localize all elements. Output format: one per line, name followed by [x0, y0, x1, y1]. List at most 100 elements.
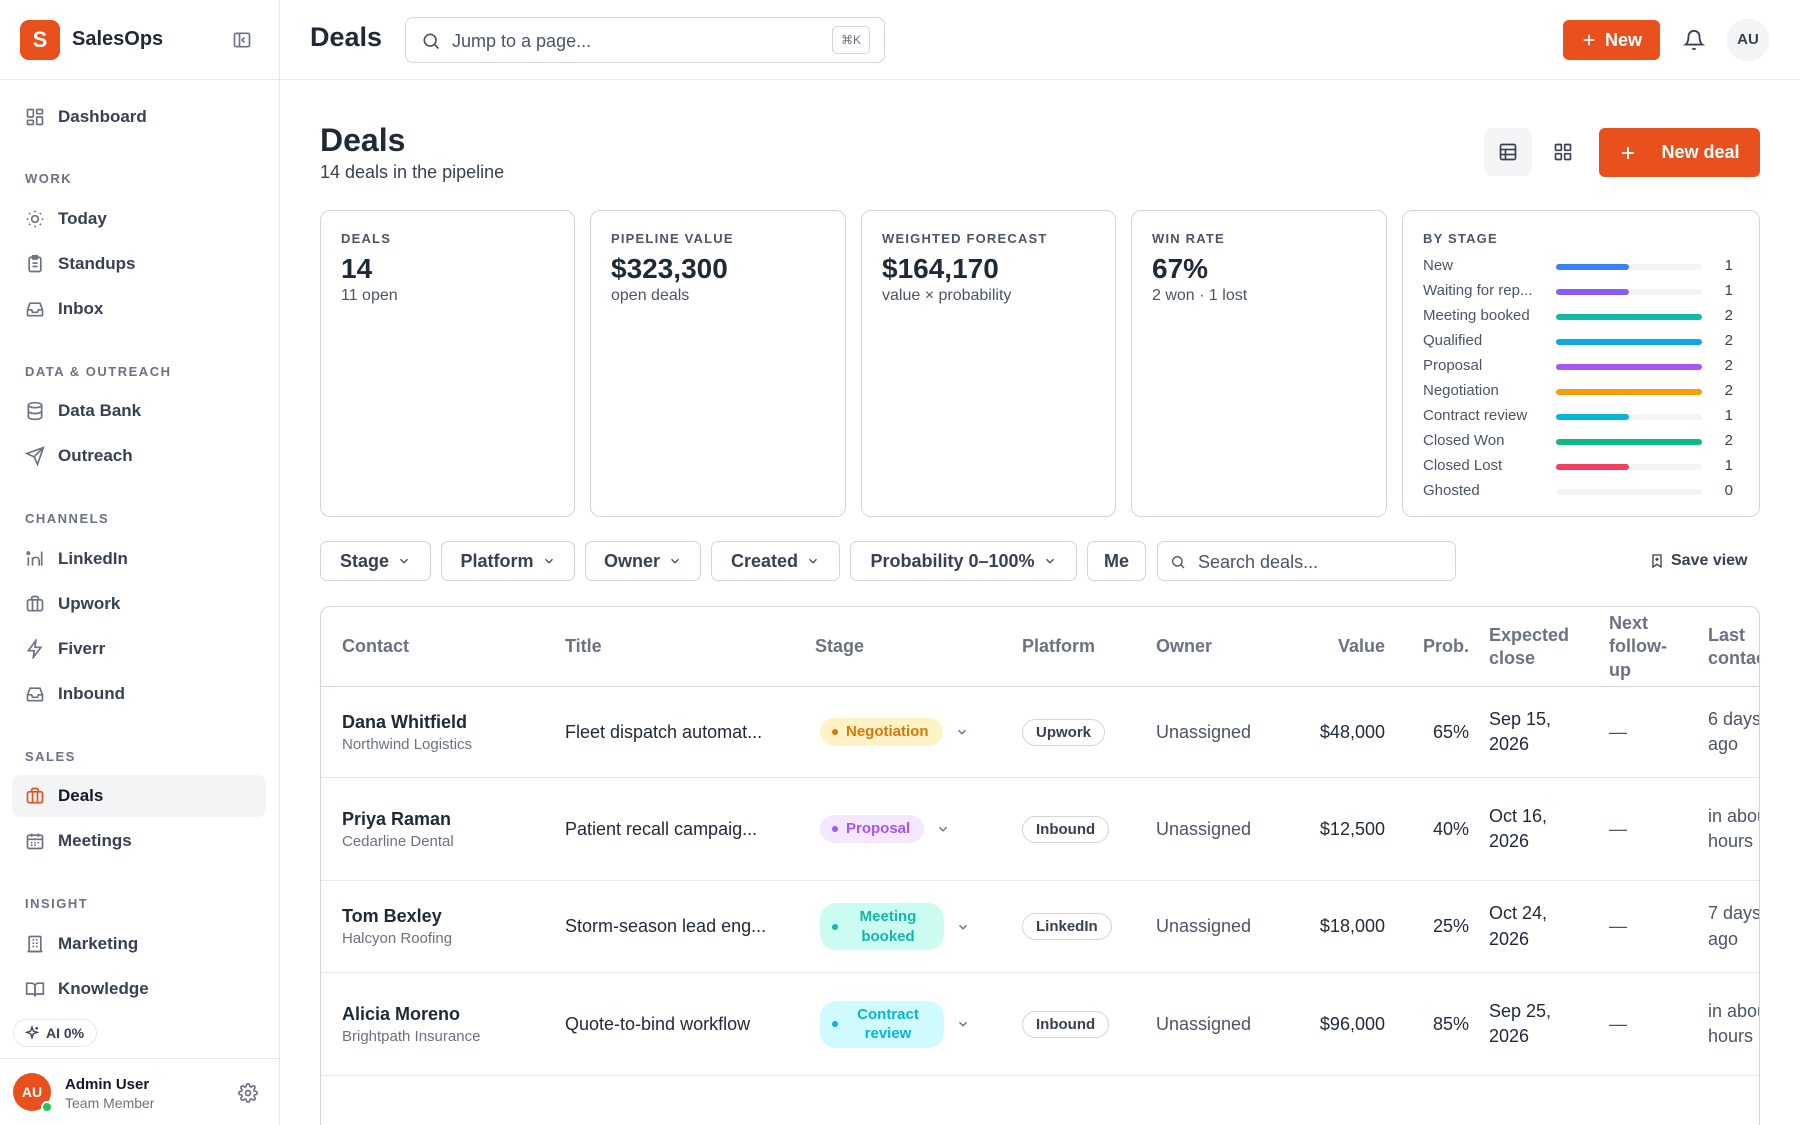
stage-row: New 1	[1423, 255, 1733, 280]
sidebar-item-outreach[interactable]: Outreach	[12, 435, 266, 477]
bookmark-icon	[1649, 553, 1665, 569]
dashboard-icon	[25, 107, 45, 127]
stage-badge[interactable]: Proposal	[820, 815, 925, 843]
stage-row: Closed Lost 1	[1423, 455, 1733, 480]
top-bar: Deals ⌘K New AU	[281, 0, 1800, 80]
sidebar-item-inbound[interactable]: Inbound	[12, 673, 266, 715]
sidebar-item-inbox[interactable]: Inbox	[12, 288, 266, 330]
stage-name: Proposal	[1423, 357, 1483, 374]
filter-label: Created	[730, 550, 799, 571]
column-header-contact[interactable]: Contact	[342, 636, 409, 657]
plus-icon	[1619, 144, 1637, 162]
jump-search-input[interactable]	[452, 28, 812, 54]
filter-owner[interactable]: Owner	[585, 541, 701, 581]
sidebar: S SalesOps Dashboard WORK Today Standups…	[0, 0, 280, 1125]
column-header-owner[interactable]: Owner	[1156, 636, 1213, 657]
filter-me[interactable]: Me	[1087, 541, 1146, 581]
column-header-next-follow-up[interactable]: Next follow-up	[1609, 612, 1667, 680]
user-avatar[interactable]: AU	[1727, 19, 1769, 61]
column-header-expected-close[interactable]: Expected close	[1489, 624, 1570, 668]
sidebar-item-data-bank[interactable]: Data Bank	[12, 390, 266, 432]
plus-icon	[1581, 32, 1597, 48]
jump-search[interactable]: ⌘K	[405, 17, 885, 63]
user-profile[interactable]: AU Admin User Team Member	[0, 1058, 280, 1125]
chevron-down-icon	[542, 554, 556, 568]
chevron-down-icon	[806, 554, 820, 568]
column-header-probability[interactable]: Prob.	[1422, 636, 1469, 657]
stage-bar-track	[1556, 439, 1702, 445]
sidebar-item-dashboard[interactable]: Dashboard	[12, 96, 266, 138]
table-view-toggle[interactable]	[1484, 128, 1532, 176]
sidebar-item-linkedin[interactable]: LinkedIn	[12, 538, 266, 580]
stage-count: 2	[1724, 332, 1733, 349]
sidebar-item-upwork[interactable]: Upwork	[12, 583, 266, 625]
contact-name[interactable]: Alicia Moreno	[342, 1003, 461, 1024]
section-label-work: WORK	[25, 171, 73, 186]
deal-title[interactable]: Storm-season lead eng...	[565, 916, 767, 936]
table-row[interactable]: Tom Bexley Halcyon Roofing Storm-season le…	[321, 881, 1760, 973]
linkedin-icon	[25, 549, 45, 569]
column-header-platform[interactable]: Platform	[1022, 636, 1096, 657]
next-follow-up: —	[1609, 916, 1627, 936]
chevron-down-icon[interactable]	[956, 920, 970, 934]
user-name: Admin User	[65, 1076, 150, 1093]
save-view-button[interactable]: Save view	[1649, 549, 1748, 573]
last-contact: 7 days ago	[1708, 903, 1760, 949]
stage-badge[interactable]: Contract review	[820, 1000, 944, 1048]
deal-title[interactable]: Patient recall campaig...	[565, 818, 758, 839]
column-header-stage[interactable]: Stage	[815, 636, 865, 657]
sidebar-item-fiverr[interactable]: Fiverr	[12, 628, 266, 670]
filter-label: Stage	[339, 550, 390, 571]
deal-title[interactable]: Fleet dispatch automat...	[565, 721, 763, 742]
ai-usage-chip[interactable]: AI 0%	[13, 1019, 98, 1047]
last-contact: in about hours	[1708, 805, 1759, 851]
grid-view-toggle[interactable]	[1539, 128, 1587, 176]
stage-count: 1	[1724, 257, 1733, 274]
stage-badge[interactable]: Meeting booked	[820, 903, 944, 950]
send-icon	[25, 446, 45, 466]
filter-probability[interactable]: Probability 0–100%	[850, 541, 1077, 581]
chevron-down-icon[interactable]	[955, 725, 969, 739]
contact-name[interactable]: Priya Raman	[342, 808, 452, 829]
filter-stage[interactable]: Stage	[320, 541, 431, 581]
sidebar-item-marketing[interactable]: Marketing	[12, 923, 266, 965]
stage-row: Contract review 1	[1423, 405, 1733, 430]
filter-created[interactable]: Created	[711, 541, 840, 581]
stage-badge[interactable]: Negotiation	[820, 718, 943, 746]
new-button[interactable]: New	[1563, 20, 1660, 60]
filter-platform[interactable]: Platform	[441, 541, 575, 581]
new-deal-button[interactable]: New deal	[1599, 128, 1760, 177]
gear-icon[interactable]	[238, 1083, 258, 1103]
chevron-down-icon[interactable]	[956, 1017, 970, 1031]
owner[interactable]: Unassigned	[1156, 721, 1252, 742]
deal-title[interactable]: Quote-to-bind workflow	[565, 1013, 751, 1034]
column-header-title[interactable]: Title	[565, 636, 602, 657]
stage-name: Closed Lost	[1423, 457, 1503, 474]
table-header: Contact Title Stage Platform Owner Value…	[321, 607, 1759, 687]
contact-name[interactable]: Tom Bexley	[342, 906, 442, 926]
owner[interactable]: Unassigned	[1156, 818, 1252, 839]
owner[interactable]: Unassigned	[1156, 1013, 1252, 1034]
sidebar-item-meetings[interactable]: Meetings	[12, 820, 266, 862]
table-row[interactable]: Priya Raman Cedarline Dental Patient recal…	[321, 778, 1759, 881]
sidebar-collapse-icon[interactable]	[226, 24, 258, 56]
sidebar-item-knowledge[interactable]: Knowledge	[12, 968, 266, 1010]
stage-dot	[832, 1021, 838, 1027]
page-subtitle: 14 deals in the pipeline	[320, 162, 505, 182]
table-row[interactable]: Alicia Moreno Brightpath Insurance Quote-t…	[321, 973, 1759, 1076]
stage-bar-track	[1556, 289, 1702, 295]
owner[interactable]: Unassigned	[1156, 916, 1252, 936]
sidebar-item-label: Dashboard	[58, 107, 147, 126]
contact-name[interactable]: Dana Whitfield	[342, 711, 467, 732]
sidebar-item-standups[interactable]: Standups	[12, 243, 266, 285]
sidebar-item-deals[interactable]: Deals	[12, 775, 266, 817]
deal-search-input[interactable]	[1198, 549, 1448, 575]
stage-count: 2	[1724, 357, 1733, 374]
bell-icon[interactable]	[1683, 29, 1705, 51]
chevron-down-icon[interactable]	[936, 822, 950, 836]
table-row[interactable]: Dana Whitfield Northwind Logistics Fleet d…	[321, 687, 1759, 778]
deal-search[interactable]	[1157, 541, 1456, 581]
sidebar-item-today[interactable]: Today	[12, 198, 266, 240]
column-header-value[interactable]: Value	[1337, 636, 1385, 657]
column-header-last-contact[interactable]: Last contact	[1708, 624, 1759, 668]
